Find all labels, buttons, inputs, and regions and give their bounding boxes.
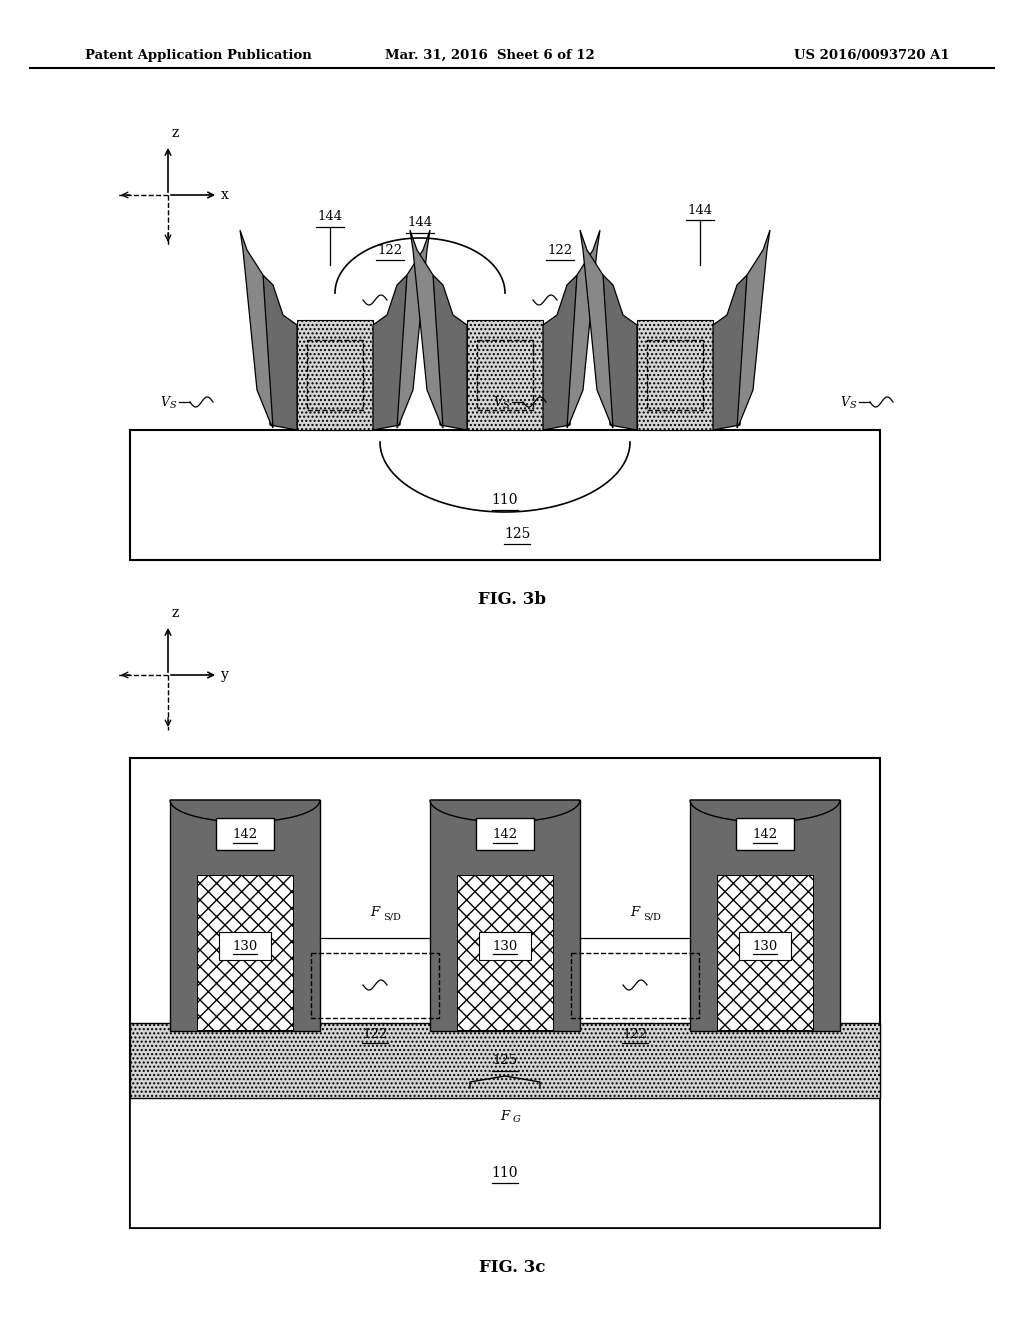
Bar: [130, 1023, 880, 1098]
Text: S/D: S/D: [383, 912, 400, 921]
Text: 125: 125: [504, 527, 530, 541]
Text: 130: 130: [493, 940, 517, 953]
Text: V: V: [161, 396, 170, 408]
Bar: [430, 800, 580, 1031]
Bar: [717, 875, 813, 1030]
Bar: [130, 758, 880, 1228]
Text: x: x: [221, 187, 229, 202]
Text: Mar. 31, 2016  Sheet 6 of 12: Mar. 31, 2016 Sheet 6 of 12: [385, 49, 595, 62]
Text: 144: 144: [408, 216, 432, 230]
Polygon shape: [373, 275, 407, 430]
Bar: [571, 953, 699, 1018]
Bar: [476, 818, 534, 850]
Text: 122: 122: [623, 1027, 647, 1040]
Text: z: z: [172, 606, 179, 620]
Text: 122: 122: [362, 1027, 387, 1040]
Bar: [307, 341, 362, 411]
Bar: [736, 818, 794, 850]
Text: FIG. 3c: FIG. 3c: [479, 1259, 545, 1276]
Polygon shape: [603, 275, 637, 430]
Text: US 2016/0093720 A1: US 2016/0093720 A1: [795, 49, 950, 62]
Text: S/D: S/D: [643, 912, 660, 921]
Polygon shape: [433, 275, 467, 430]
Text: F: F: [371, 907, 380, 920]
Polygon shape: [690, 800, 840, 822]
Bar: [739, 932, 791, 960]
Text: F: F: [631, 907, 640, 920]
Bar: [170, 800, 319, 1031]
Text: S: S: [170, 401, 176, 411]
Bar: [467, 319, 543, 430]
Text: z: z: [172, 125, 179, 140]
Text: 122: 122: [378, 243, 402, 256]
Text: 144: 144: [317, 210, 343, 223]
Text: 142: 142: [753, 828, 777, 841]
Bar: [297, 319, 373, 430]
Polygon shape: [430, 800, 580, 822]
Bar: [637, 319, 713, 430]
Bar: [457, 875, 553, 1030]
Text: Patent Application Publication: Patent Application Publication: [85, 49, 311, 62]
Bar: [479, 932, 531, 960]
Text: 130: 130: [753, 940, 777, 953]
Polygon shape: [170, 800, 319, 822]
Polygon shape: [580, 230, 613, 428]
Text: 130: 130: [232, 940, 258, 953]
Text: 144: 144: [687, 203, 713, 216]
Bar: [311, 953, 439, 1018]
Text: V: V: [494, 396, 503, 408]
Bar: [197, 875, 293, 1030]
Text: 122: 122: [548, 243, 572, 256]
Polygon shape: [410, 230, 443, 428]
Text: G: G: [513, 1115, 521, 1125]
Bar: [130, 1098, 880, 1228]
Text: S: S: [503, 401, 509, 411]
Text: V: V: [841, 396, 850, 408]
Bar: [647, 341, 703, 411]
Text: S: S: [850, 401, 856, 411]
Polygon shape: [543, 275, 577, 430]
Text: 110: 110: [492, 492, 518, 507]
Bar: [690, 800, 840, 1031]
Text: 142: 142: [232, 828, 258, 841]
Text: F: F: [501, 1110, 510, 1122]
Text: FIG. 3b: FIG. 3b: [478, 591, 546, 609]
Bar: [130, 430, 880, 560]
Polygon shape: [567, 230, 600, 428]
Polygon shape: [263, 275, 297, 430]
Bar: [216, 818, 274, 850]
Polygon shape: [737, 230, 770, 428]
Bar: [477, 341, 534, 411]
Text: y: y: [221, 668, 229, 682]
Polygon shape: [240, 230, 273, 428]
Text: 125: 125: [493, 1053, 517, 1067]
Polygon shape: [397, 230, 430, 428]
Text: 110: 110: [492, 1166, 518, 1180]
Polygon shape: [713, 275, 746, 430]
Bar: [219, 932, 271, 960]
Text: 142: 142: [493, 828, 517, 841]
